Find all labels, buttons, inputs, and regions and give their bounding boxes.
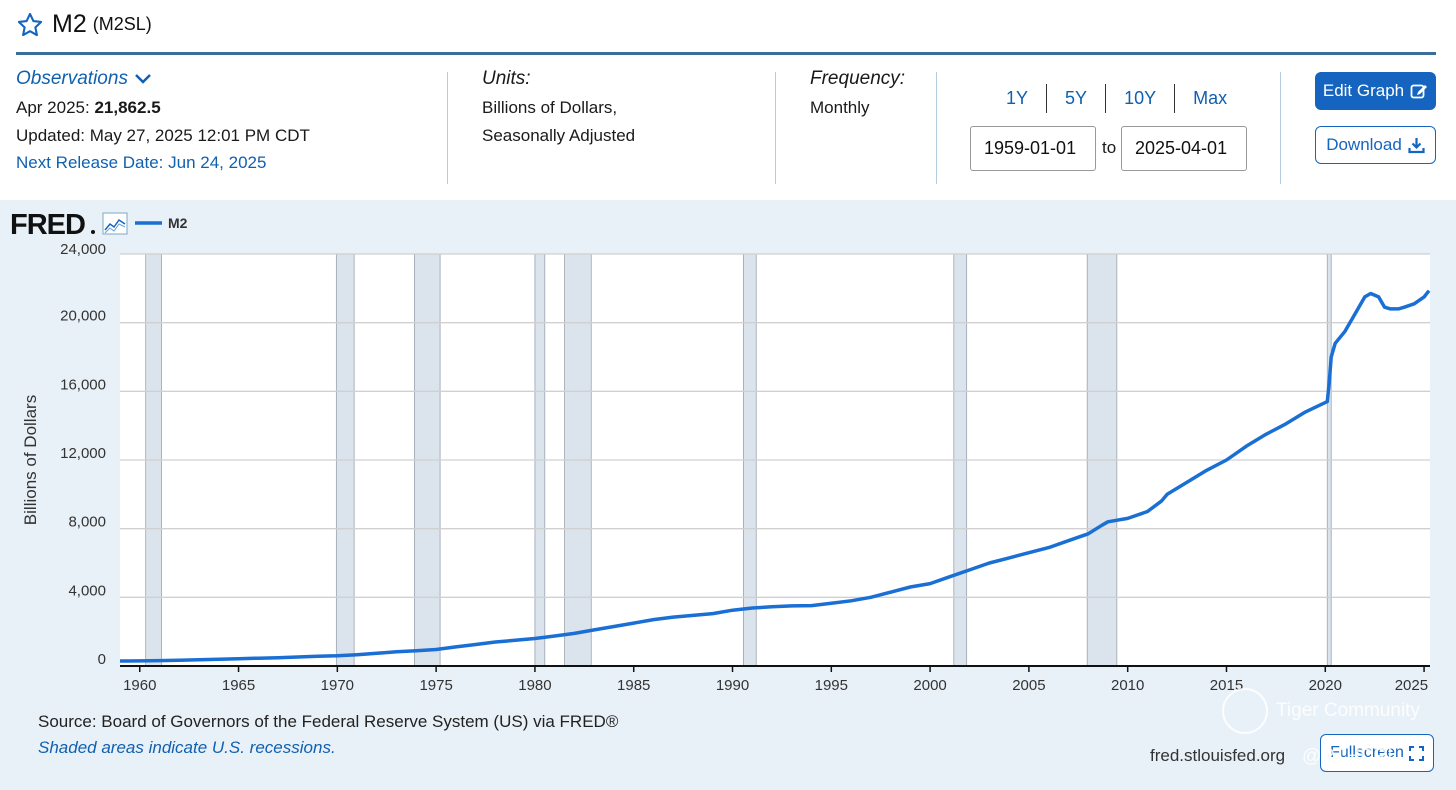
- recession-note: Shaded areas indicate U.S. recessions.: [38, 738, 336, 757]
- to-label: to: [1102, 138, 1117, 157]
- fred-url[interactable]: fred.stlouisfed.org: [1150, 746, 1286, 765]
- frequency-label: Frequency:: [810, 68, 906, 89]
- download-icon: [1408, 137, 1425, 153]
- series-id: (M2SL): [92, 14, 152, 34]
- chart: FRED M2 0 4,000 8,000 12,000 16,000 20,000 24,…: [10, 209, 1431, 694]
- x-tick-label: 1995: [815, 677, 848, 694]
- edit-icon: [1410, 84, 1428, 99]
- star-icon[interactable]: [16, 11, 44, 39]
- x-tick-label: 2005: [1012, 677, 1045, 694]
- x-tick-label: 1990: [716, 677, 749, 694]
- y-tick-label: 12,000: [60, 445, 106, 462]
- units-line2: Seasonally Adjusted: [482, 126, 636, 145]
- divider: [447, 72, 448, 184]
- units-label: Units:: [482, 68, 531, 89]
- range-max-button[interactable]: Max: [1193, 88, 1228, 108]
- range-buttons: 1Y 5Y 10Y Max: [988, 84, 1245, 113]
- range-5y-button[interactable]: 5Y: [1047, 84, 1107, 113]
- frequency-panel: Frequency: Monthly: [810, 68, 905, 122]
- start-date-input[interactable]: [970, 126, 1096, 171]
- y-tick-label: 0: [98, 651, 106, 668]
- frequency-value[interactable]: Monthly: [810, 98, 870, 117]
- fred-logo: FRED: [10, 209, 85, 241]
- download-button[interactable]: Download: [1315, 126, 1436, 164]
- observations-dropdown[interactable]: Observations: [16, 68, 310, 90]
- y-axis-label: Billions of Dollars: [21, 395, 40, 525]
- title-bar: M2 (M2SL): [16, 10, 152, 39]
- x-tick-label: 1985: [617, 677, 650, 694]
- x-tick-label: 1980: [518, 677, 551, 694]
- edit-graph-label: Edit Graph: [1322, 81, 1405, 100]
- x-tick-label: 1970: [321, 677, 354, 694]
- fullscreen-label: Fullscreen: [1330, 744, 1404, 761]
- updated-text: Updated: May 27, 2025 12:01 PM CDT: [16, 126, 310, 145]
- y-tick-label: 24,000: [60, 241, 106, 258]
- next-release-link[interactable]: Next Release Date: Jun 24, 2025: [16, 153, 267, 172]
- download-label: Download: [1326, 135, 1402, 154]
- x-tick-label: 1965: [222, 677, 255, 694]
- tiger-logo-icon: [1222, 688, 1268, 734]
- watermark: Tiger Community: [1222, 688, 1420, 734]
- source-text: Source: Board of Governors of the Federa…: [38, 712, 619, 731]
- chart-icon: [102, 212, 128, 235]
- divider: [775, 72, 776, 184]
- legend-label: M2: [168, 215, 188, 231]
- latest-observation: Apr 2025: 21,862.5: [16, 94, 310, 122]
- y-tick-label: 4,000: [68, 582, 106, 599]
- range-10y-button[interactable]: 10Y: [1106, 84, 1176, 113]
- page-title: M2: [52, 10, 87, 38]
- x-tick-label: 2000: [913, 677, 946, 694]
- edit-graph-button[interactable]: Edit Graph: [1315, 72, 1436, 110]
- y-tick-label: 16,000: [60, 376, 106, 393]
- divider: [936, 72, 937, 184]
- watermark-user: @RTHDRL: [1302, 746, 1399, 767]
- latest-date: Apr 2025:: [16, 98, 90, 117]
- chevron-down-icon: [135, 74, 151, 84]
- watermark-brand: Tiger Community: [1276, 700, 1420, 721]
- units-line1: Billions of Dollars,: [482, 98, 618, 117]
- divider: [1280, 72, 1281, 184]
- units-panel: Units: Billions of Dollars, Seasonally A…: [482, 68, 635, 150]
- x-tick-label: 1975: [419, 677, 452, 694]
- x-tick-label: 2010: [1111, 677, 1144, 694]
- y-tick-label: 8,000: [68, 514, 106, 531]
- range-1y-button[interactable]: 1Y: [988, 84, 1048, 113]
- fullscreen-button[interactable]: Fullscreen: [1320, 734, 1434, 772]
- observations-label: Observations: [16, 68, 128, 89]
- y-tick-label: 20,000: [60, 308, 106, 325]
- x-tick-label: 2020: [1309, 677, 1342, 694]
- title-divider: [16, 52, 1436, 55]
- series-line-m2: [119, 289, 1431, 663]
- end-date-input[interactable]: [1121, 126, 1247, 171]
- fullscreen-icon: [1408, 745, 1424, 761]
- x-tick-label: 2025: [1395, 677, 1428, 694]
- observations-panel: Observations Apr 2025: 21,862.5 Updated:…: [16, 68, 310, 176]
- latest-value: 21,862.5: [94, 98, 161, 117]
- x-tick-label: 1960: [123, 677, 156, 694]
